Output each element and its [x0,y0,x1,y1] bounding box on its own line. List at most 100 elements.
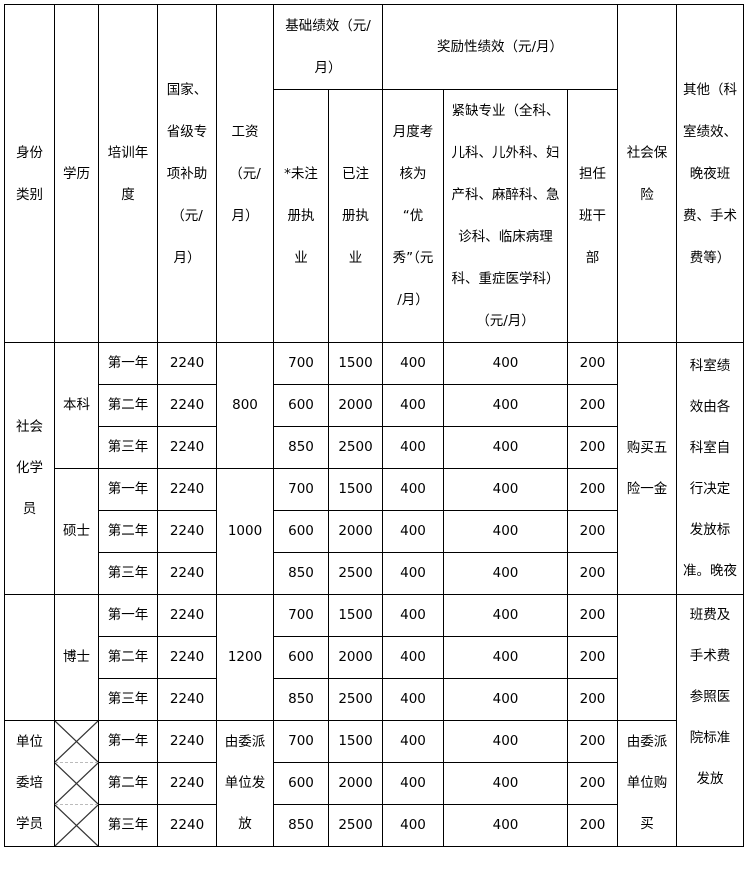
excellent-cell: 400 [382,384,444,427]
cadre-cell: 200 [566,678,619,721]
unregistered-cell: 850 [273,804,329,847]
identity-cell: 单位 委培 学员 [4,720,55,847]
insurance-cell: 由委派 单位购 买 [617,720,678,847]
shortage-cell: 400 [443,636,568,679]
unregistered-cell: 600 [273,762,329,805]
other-cell: 科室绩 效由各 科室自 行决定 发放标 准。晚夜 [676,342,745,595]
header-excellent: 月度考 核为 “优 秀”（元 /月） [382,89,444,343]
crossed-out-cell [54,762,99,805]
crossed-out-cell [54,720,99,763]
registered-cell: 2500 [328,678,383,721]
unregistered-cell: 700 [273,720,329,763]
year-cell: 第一年 [98,468,158,511]
cadre-cell: 200 [566,468,619,511]
year-cell: 第三年 [98,552,158,595]
cadre-cell: 200 [566,426,619,469]
salary-cell: 1200 [216,594,274,721]
registered-cell: 1500 [328,468,383,511]
table-row: 社会 化学 员本科 第一年 2240 800 700 1500 400 400 200 购买五 险… [4,342,745,595]
cadre-cell: 200 [566,510,619,553]
year-cell: 第二年 [98,762,158,805]
shortage-cell: 400 [443,384,568,427]
cadre-cell: 200 [566,804,619,847]
cadre-cell: 200 [566,384,619,427]
degree-cell: 硕士 [54,468,99,595]
excellent-cell: 400 [382,762,444,805]
table-row: 第二年 2240 600 2000 400 400 200 [5,636,744,679]
subsidy-cell: 2240 [157,510,217,553]
cadre-cell: 200 [566,594,619,637]
year-cell: 第一年 [98,342,158,385]
subsidy-cell: 2240 [157,720,217,763]
unregistered-cell: 850 [273,678,329,721]
year-cell: 第三年 [98,426,158,469]
registered-cell: 2500 [328,552,383,595]
subsidy-cell: 2240 [157,678,217,721]
insurance-cell: 购买五 险一金 [617,342,678,595]
table-row: 单位 委培 学员 第一年 2240 由委派 单位发 放 700 1500 400 400 200… [4,720,744,847]
table-row: 第三年 2240 850 2500 400 400 200 [5,678,744,721]
header-subsidy: 国家、 省级专 项补助 （元/ 月） [157,4,217,343]
degree-cell: 博士 [54,594,99,721]
table-row: 硕士 第一年 2240 1000 700 1500 400 400 200 [5,468,744,595]
salary-cell: 800 [216,342,274,469]
registered-cell: 2000 [328,762,383,805]
shortage-cell: 400 [443,804,568,847]
registered-cell: 2000 [328,636,383,679]
header-salary: 工资 （元/ 月） [216,4,274,343]
registered-cell: 2000 [328,384,383,427]
header-shortage-specialty: 紧缺专业（全科、 儿科、儿外科、妇 产科、麻醉科、急 诊科、临床病理 科、重症医… [443,89,568,343]
header-unregistered: *未注 册执 业 [273,89,329,343]
excellent-cell: 400 [382,552,444,595]
unregistered-cell: 600 [273,384,329,427]
excellent-cell: 400 [382,426,444,469]
excellent-cell: 400 [382,594,444,637]
subsidy-cell: 2240 [157,342,217,385]
header-social-insurance: 社会保 险 [617,4,678,343]
subsidy-cell: 2240 [157,804,217,847]
header-incentive-performance: 奖励性绩效（元/月） [381,4,619,90]
excellent-cell: 400 [382,804,444,847]
year-cell: 第一年 [98,720,158,763]
year-cell: 第二年 [98,636,158,679]
header-year: 培训年 度 [98,4,158,343]
unregistered-cell: 700 [273,468,329,511]
shortage-cell: 400 [443,594,568,637]
registered-cell: 1500 [328,720,383,763]
shortage-cell: 400 [443,762,568,805]
table-row: 第三年 2240 850 2500 400 400 200 [5,804,744,847]
table-row: 第二年 2240 600 2000 400 400 200 [5,510,744,553]
registered-cell: 2500 [328,426,383,469]
shortage-cell: 400 [443,552,568,595]
subsidy-cell: 2240 [157,636,217,679]
unregistered-cell: 600 [273,510,329,553]
shortage-cell: 400 [443,342,568,385]
excellent-cell: 400 [382,636,444,679]
salary-cell: 1000 [216,468,274,595]
crossed-out-cell [54,804,99,847]
header-other: 其他（科 室绩效、 晚夜班 费、手术 费等） [676,4,745,343]
subsidy-cell: 2240 [157,594,217,637]
identity-cell [4,594,55,721]
shortage-cell: 400 [443,468,568,511]
cadre-cell: 200 [566,342,619,385]
table-row: 第三年 2240 850 2500 400 400 200 [5,552,744,595]
shortage-cell: 400 [443,720,568,763]
excellent-cell: 400 [382,510,444,553]
shortage-cell: 400 [443,510,568,553]
table-row: 博士 第一年 2240 1200 700 1500 400 400 200 班费及 手术费 参照医… [4,594,745,847]
other-cell: 班费及 手术费 参照医 院标准 发放 [676,594,745,847]
unregistered-cell: 850 [273,552,329,595]
insurance-cell [617,594,678,721]
table-row: 第二年 2240 600 2000 400 400 200 [5,384,744,427]
shortage-cell: 400 [443,426,568,469]
cadre-cell: 200 [566,720,619,763]
excellent-cell: 400 [382,342,444,385]
degree-cell: 本科 [54,342,99,469]
cadre-cell: 200 [566,636,619,679]
registered-cell: 1500 [328,594,383,637]
year-cell: 第三年 [98,804,158,847]
header-registered: 已注 册执 业 [328,89,383,343]
excellent-cell: 400 [382,720,444,763]
subsidy-cell: 2240 [157,762,217,805]
